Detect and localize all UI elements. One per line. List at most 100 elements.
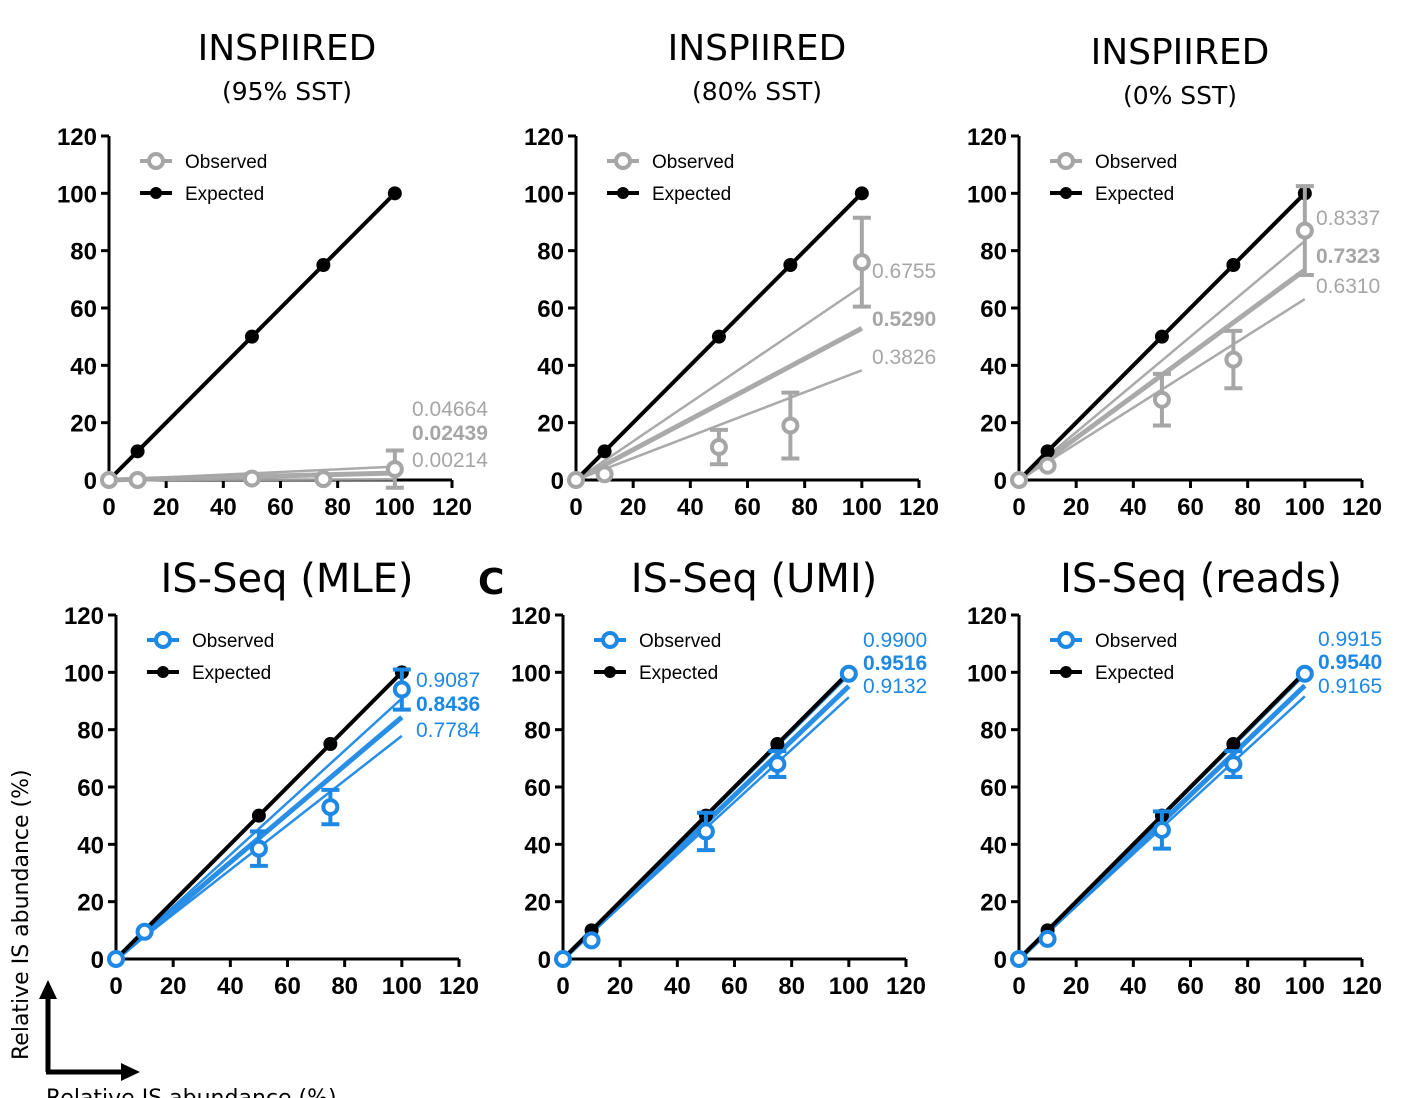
slope-label: 0.9915 bbox=[1318, 628, 1382, 651]
legend-expected-label: Expected bbox=[652, 184, 731, 205]
chart-legend: Observed Expected bbox=[1050, 152, 1177, 205]
observed-point bbox=[107, 950, 125, 968]
slope-line-upper bbox=[575, 285, 863, 482]
y-tick-label: 0 bbox=[91, 947, 104, 974]
slope-label: 0.02439 bbox=[412, 422, 488, 445]
chart-title: IS-Seq (UMI) bbox=[631, 556, 878, 602]
y-tick-label: 20 bbox=[70, 411, 97, 438]
x-tick-label: 120 bbox=[886, 973, 926, 1000]
chart-panel-1: INSPIIRED (95% SST) 0 20 40 60 80 100 120 0 20 40 60… bbox=[57, 28, 488, 521]
y-tick-label: 20 bbox=[537, 411, 564, 438]
chart-panel-4: IS-Seq (MLE) 0 20 40 60 80 100 120 0 20 40 60 80 100 1… bbox=[64, 556, 481, 1000]
x-tick-label: 0 bbox=[102, 494, 115, 521]
observed-point bbox=[1295, 664, 1314, 683]
y-tick-label: 120 bbox=[967, 603, 1007, 630]
observed-point bbox=[696, 822, 715, 841]
slope-label: 0.7784 bbox=[416, 719, 481, 742]
y-tick-label: 100 bbox=[967, 181, 1007, 208]
x-tick-label: 80 bbox=[324, 494, 351, 521]
x-tick-label: 20 bbox=[153, 494, 180, 521]
y-tick-label: 0 bbox=[994, 468, 1007, 495]
legend-observed-label: Observed bbox=[1095, 631, 1177, 652]
x-tick-label: 60 bbox=[267, 494, 294, 521]
chart-legend: Observed Expected bbox=[594, 631, 721, 684]
y-tick-label: 0 bbox=[994, 947, 1007, 974]
x-tick-label: 120 bbox=[1342, 494, 1382, 521]
chart-panel-6: IS-Seq (reads) 0 20 40 60 80 100 120 0 20 40 60 80 10… bbox=[967, 556, 1382, 1000]
x-tick-label: 60 bbox=[1177, 973, 1204, 1000]
observed-point bbox=[249, 839, 268, 858]
x-tick-label: 100 bbox=[842, 494, 882, 521]
y-guide-arrowhead bbox=[39, 980, 57, 999]
x-tick-label: 40 bbox=[677, 494, 704, 521]
observed-point bbox=[1010, 471, 1028, 489]
y-tick-label: 60 bbox=[537, 296, 564, 323]
x-tick-label: 80 bbox=[331, 973, 358, 1000]
x-tick-label: 60 bbox=[721, 973, 748, 1000]
legend-expected-marker bbox=[157, 666, 169, 678]
observed-point bbox=[100, 471, 118, 489]
y-tick-label: 80 bbox=[524, 718, 551, 745]
axis-guide: Relative IS abundance (%) Relative IS ab… bbox=[9, 769, 337, 1098]
y-tick-label: 80 bbox=[980, 239, 1007, 266]
x-tick-label: 120 bbox=[899, 494, 939, 521]
legend-expected-label: Expected bbox=[192, 663, 271, 684]
x-tick-label: 20 bbox=[1063, 494, 1090, 521]
x-tick-label: 40 bbox=[1120, 494, 1147, 521]
y-tick-label: 100 bbox=[511, 660, 551, 687]
chart-legend: Observed Expected bbox=[1050, 631, 1177, 684]
x-tick-label: 40 bbox=[210, 494, 237, 521]
expected-point bbox=[323, 737, 338, 751]
x-tick-label: 40 bbox=[1120, 973, 1147, 1000]
slope-label: 0.9165 bbox=[1318, 675, 1382, 698]
slope-line-lower bbox=[575, 369, 863, 482]
chart-title: INSPIIRED bbox=[668, 28, 847, 69]
legend-observed-marker bbox=[154, 631, 172, 649]
observed-point bbox=[135, 922, 154, 941]
y-tick-label: 80 bbox=[70, 239, 97, 266]
expected-point bbox=[251, 808, 266, 823]
observed-point bbox=[321, 798, 340, 817]
legend-observed-label: Observed bbox=[1095, 152, 1177, 173]
y-tick-label: 0 bbox=[551, 468, 564, 495]
x-tick-label: 120 bbox=[432, 494, 472, 521]
y-tick-label: 120 bbox=[967, 124, 1007, 151]
slope-label: 0.00214 bbox=[412, 449, 488, 472]
y-tick-label: 40 bbox=[980, 832, 1007, 859]
slope-label: 0.8436 bbox=[416, 693, 480, 716]
expected-point bbox=[711, 329, 726, 344]
x-tick-label: 100 bbox=[1285, 973, 1325, 1000]
chart-title: INSPIIRED bbox=[198, 28, 377, 69]
y-tick-label: 60 bbox=[980, 775, 1007, 802]
y-tick-label: 60 bbox=[70, 296, 97, 323]
slope-label: 0.9900 bbox=[863, 629, 927, 652]
y-tick-label: 20 bbox=[77, 890, 104, 917]
y-tick-label: 40 bbox=[537, 353, 564, 380]
observed-point bbox=[582, 931, 601, 950]
slope-label: 0.9132 bbox=[863, 675, 927, 698]
slope-label: 0.9540 bbox=[1318, 651, 1382, 674]
y-tick-label: 0 bbox=[84, 468, 97, 495]
legend-observed-label: Observed bbox=[192, 631, 274, 652]
chart-panel-3: INSPIIRED (0% SST) 0 20 40 60 80 100 120 0 20 40 60 8… bbox=[967, 32, 1382, 521]
observed-point bbox=[128, 471, 147, 489]
x-tick-label: 100 bbox=[1285, 494, 1325, 521]
chart-subtitle: (95% SST) bbox=[222, 77, 352, 106]
y-tick-label: 100 bbox=[57, 181, 97, 208]
expected-point bbox=[1040, 444, 1055, 459]
y-tick-label: 80 bbox=[537, 239, 564, 266]
legend-expected-marker bbox=[150, 187, 162, 199]
observed-point bbox=[1010, 950, 1028, 968]
x-tick-label: 0 bbox=[1012, 494, 1025, 521]
y-tick-label: 100 bbox=[967, 660, 1007, 687]
legend-observed-label: Observed bbox=[185, 152, 267, 173]
legend-expected-label: Expected bbox=[185, 184, 264, 205]
legend-expected-label: Expected bbox=[639, 663, 718, 684]
slope-label: 0.9516 bbox=[863, 652, 927, 675]
slope-label: 0.6755 bbox=[872, 260, 936, 283]
x-tick-label: 40 bbox=[217, 973, 244, 1000]
x-tick-label: 120 bbox=[1342, 973, 1382, 1000]
y-tick-label: 100 bbox=[64, 660, 104, 687]
observed-point bbox=[1224, 350, 1243, 369]
